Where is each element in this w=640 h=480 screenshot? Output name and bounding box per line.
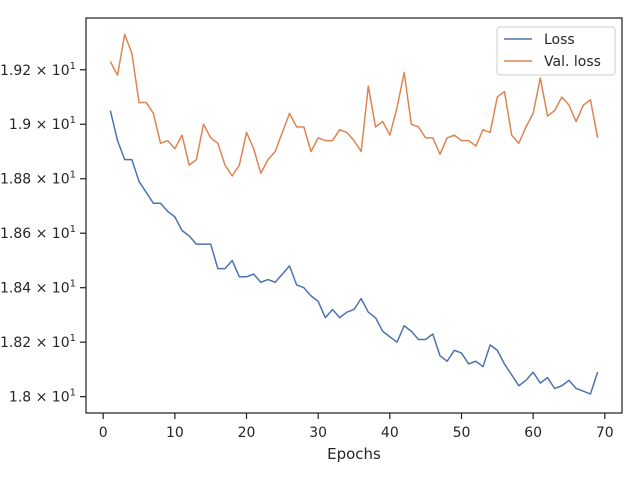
x-tick-label: 40 bbox=[381, 425, 399, 441]
legend-label-2: Val. loss bbox=[544, 54, 601, 70]
x-tick-label: 0 bbox=[99, 425, 108, 441]
y-tick-label: 1.86 × 101 bbox=[0, 224, 76, 242]
legend: Loss Val. loss bbox=[496, 26, 616, 76]
x-tick-label: 50 bbox=[453, 425, 471, 441]
series-line-1 bbox=[109, 110, 599, 395]
x-tick-label: 30 bbox=[309, 425, 327, 441]
x-axis: 0 10 20 30 40 50 60 70 bbox=[99, 413, 614, 441]
x-tick-label: 70 bbox=[596, 425, 614, 441]
y-axis: 1.8 × 101 1.82 × 101 1.84 × 101 1.86 × 101 1… bbox=[0, 61, 86, 406]
x-tick-label: 20 bbox=[238, 425, 256, 441]
series-layer bbox=[109, 33, 599, 395]
x-axis-label: Epochs bbox=[327, 445, 381, 463]
y-tick-label: 1.82 × 101 bbox=[0, 333, 76, 351]
y-tick-label: 1.92 × 101 bbox=[0, 61, 76, 79]
y-tick-label: 1.8 × 101 bbox=[9, 388, 76, 406]
x-tick-label: 10 bbox=[166, 425, 184, 441]
series-line-2 bbox=[109, 33, 599, 177]
y-tick-label: 1.84 × 101 bbox=[0, 279, 76, 297]
y-tick-label: 1.9 × 101 bbox=[9, 115, 76, 133]
plot-frame bbox=[85, 17, 623, 414]
x-tick-label: 60 bbox=[524, 425, 542, 441]
legend-label-1: Loss bbox=[544, 32, 575, 48]
y-tick-label: 1.88 × 101 bbox=[0, 170, 76, 188]
